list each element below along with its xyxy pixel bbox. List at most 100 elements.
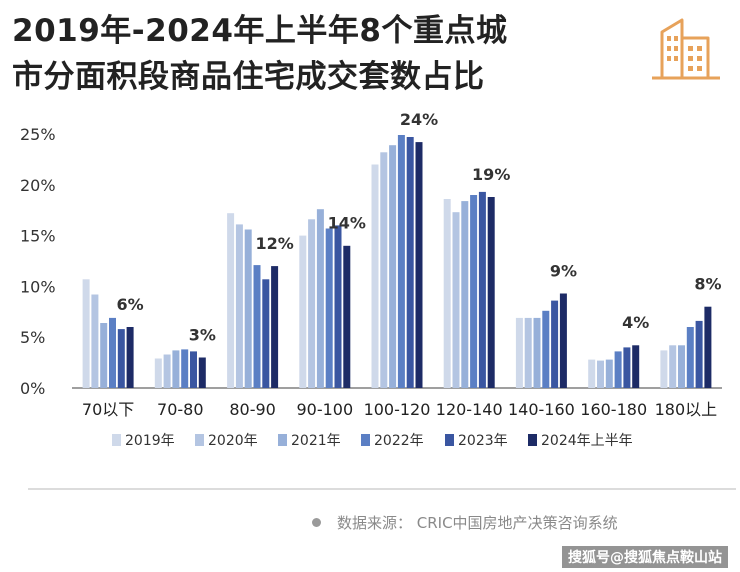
bar bbox=[406, 137, 414, 388]
data-source: 数据来源： CRIC中国房地产决策咨询系统 bbox=[312, 512, 618, 533]
bar bbox=[397, 135, 405, 388]
chart-title: 2019年-2024年上半年8个重点城 市分面积段商品住宅成交套数占比 bbox=[12, 8, 632, 100]
data-label: 24% bbox=[400, 110, 438, 129]
bar bbox=[371, 164, 379, 388]
bar bbox=[478, 191, 486, 388]
bar bbox=[172, 350, 180, 388]
bar bbox=[82, 279, 90, 388]
building-icon bbox=[652, 18, 720, 80]
bar bbox=[343, 245, 351, 388]
title-line-1: 2019年-2024年上半年8个重点城 bbox=[12, 13, 508, 49]
bar bbox=[443, 199, 451, 388]
data-label: 6% bbox=[117, 295, 144, 314]
x-tick-label: 70-80 bbox=[157, 400, 204, 419]
y-tick-label: 0% bbox=[20, 379, 45, 398]
data-label: 12% bbox=[255, 234, 293, 253]
bar-chart: 0% 5% 10% 15% 20% 25% 6% 70以下 3% 70-80 12% 80-90 14%… bbox=[20, 110, 722, 449]
bar bbox=[154, 358, 162, 388]
bar bbox=[632, 345, 640, 388]
bar bbox=[100, 323, 108, 388]
bar bbox=[271, 266, 279, 388]
bar bbox=[227, 213, 235, 388]
y-tick-label: 10% bbox=[20, 277, 56, 296]
x-tick-label: 140-160 bbox=[508, 400, 575, 419]
x-tick-label: 160-180 bbox=[580, 400, 647, 419]
data-label: 19% bbox=[472, 165, 510, 184]
bar bbox=[262, 279, 270, 388]
data-label: 4% bbox=[622, 313, 649, 332]
bar bbox=[515, 317, 523, 388]
legend-label: 2021年 bbox=[291, 433, 341, 449]
data-label: 3% bbox=[189, 325, 216, 344]
bar bbox=[117, 329, 125, 388]
bar bbox=[542, 310, 550, 388]
y-tick-label: 25% bbox=[20, 125, 56, 144]
bar bbox=[660, 350, 668, 388]
bar bbox=[588, 359, 596, 388]
legend-label: 2023年 bbox=[458, 433, 508, 449]
bar bbox=[380, 152, 388, 388]
bar bbox=[126, 327, 134, 388]
bar bbox=[704, 306, 712, 388]
bar bbox=[597, 360, 604, 388]
x-tick-label: 180以上 bbox=[655, 400, 718, 419]
bar bbox=[244, 229, 252, 388]
bar bbox=[695, 320, 703, 388]
bar bbox=[452, 212, 460, 388]
legend-swatch bbox=[528, 434, 537, 446]
bar bbox=[325, 228, 333, 388]
bar bbox=[487, 197, 495, 388]
bar bbox=[181, 349, 189, 388]
bar bbox=[91, 294, 99, 388]
bar bbox=[163, 354, 171, 388]
x-tick-label: 90-100 bbox=[296, 400, 353, 419]
bar bbox=[198, 357, 206, 388]
legend-swatch bbox=[361, 434, 370, 446]
bar bbox=[190, 351, 197, 388]
bar bbox=[109, 317, 116, 388]
legend-swatch bbox=[195, 434, 204, 446]
bullet-icon bbox=[312, 518, 321, 527]
x-tick-label: 80-90 bbox=[229, 400, 276, 419]
bar bbox=[669, 345, 677, 388]
y-tick-label: 15% bbox=[20, 227, 56, 246]
bar bbox=[415, 142, 423, 388]
x-tick-label: 120-140 bbox=[436, 400, 503, 419]
y-tick-label: 20% bbox=[20, 176, 56, 195]
legend-label: 2019年 bbox=[125, 433, 175, 449]
bar bbox=[334, 225, 342, 388]
bar bbox=[389, 145, 397, 388]
bar bbox=[533, 317, 541, 388]
data-label: 14% bbox=[328, 214, 366, 233]
x-tick-label: 70以下 bbox=[82, 400, 134, 419]
bar bbox=[253, 265, 261, 388]
y-tick-label: 5% bbox=[20, 328, 45, 347]
bar bbox=[623, 347, 631, 388]
bar bbox=[461, 201, 469, 388]
bar bbox=[299, 235, 307, 388]
legend-swatch bbox=[278, 434, 287, 446]
bar bbox=[524, 317, 532, 388]
data-source-text: 数据来源： CRIC中国房地产决策咨询系统 bbox=[337, 514, 618, 532]
bar bbox=[686, 327, 694, 388]
legend-swatch bbox=[112, 434, 121, 446]
legend-label: 2024年上半年 bbox=[541, 433, 633, 449]
bar bbox=[551, 300, 559, 388]
bar bbox=[308, 219, 316, 388]
credit-watermark: 搜狐号@搜狐焦点鞍山站 bbox=[562, 546, 728, 568]
divider bbox=[28, 488, 736, 490]
bar bbox=[470, 195, 478, 388]
bar bbox=[614, 351, 622, 388]
bar bbox=[316, 209, 324, 388]
title-line-2: 市分面积段商品住宅成交套数占比 bbox=[12, 59, 485, 95]
bar bbox=[605, 359, 613, 388]
x-tick-label: 100-120 bbox=[364, 400, 431, 419]
legend-swatch bbox=[445, 434, 454, 446]
legend-label: 2020年 bbox=[208, 433, 258, 449]
bar bbox=[235, 224, 243, 388]
data-label: 8% bbox=[694, 275, 721, 294]
bar bbox=[678, 345, 685, 388]
data-label: 9% bbox=[550, 261, 577, 280]
bar bbox=[559, 293, 567, 388]
legend-label: 2022年 bbox=[374, 433, 424, 449]
